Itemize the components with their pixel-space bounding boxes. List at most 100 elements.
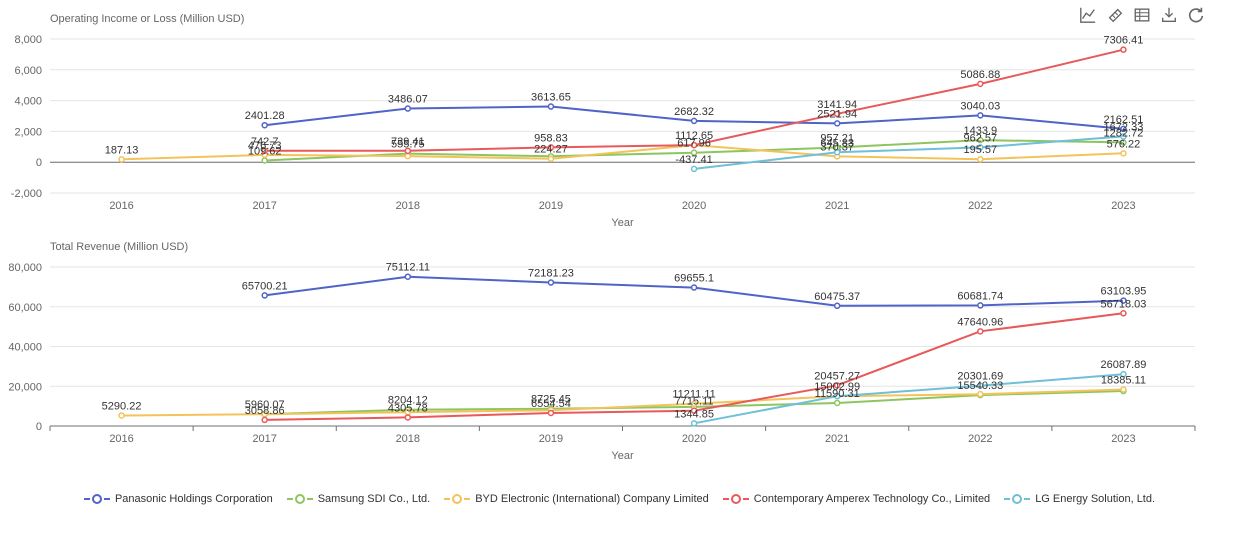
data-label: 15002.99	[814, 381, 860, 393]
data-point	[547, 409, 555, 417]
data-label: 3613.65	[531, 92, 571, 104]
legend-item[interactable]: BYD Electronic (International) Company L…	[444, 493, 709, 505]
legend-label: Contemporary Amperex Technology Co., Lim…	[753, 493, 991, 505]
legend-item[interactable]: Panasonic Holdings Corporation	[83, 493, 273, 505]
data-label: 65700.21	[242, 280, 288, 292]
x-tick-label: 2020	[682, 200, 706, 212]
data-label: 63103.95	[1100, 286, 1146, 298]
data-point	[547, 144, 555, 151]
data-point	[261, 121, 268, 129]
data-point	[977, 136, 984, 144]
data-point	[833, 110, 841, 118]
data-point	[1120, 310, 1127, 317]
x-tick-label: 2019	[539, 433, 563, 445]
chart-panel-2: Total Revenue (Million USD) 0 20,000 40,000…	[8, 241, 1196, 462]
data-label: 1112.65	[675, 130, 713, 142]
data-point	[118, 412, 125, 419]
data-label: 617.96	[677, 138, 711, 150]
data-label: 958.83	[534, 132, 568, 144]
data-view-icon[interactable]	[1106, 6, 1124, 24]
data-point	[977, 390, 984, 398]
data-label: 2162.51	[1104, 114, 1144, 126]
data-label: 18385.11	[1101, 374, 1146, 386]
x-tick-label: 2023	[1111, 200, 1135, 212]
data-label: 3486.07	[388, 94, 428, 106]
y-tick-label: 8,000	[14, 34, 42, 46]
y-tick-label: 20,000	[8, 381, 42, 393]
data-label: 224.27	[534, 144, 568, 156]
data-point	[261, 147, 268, 155]
y-tick-label: 4,000	[14, 96, 42, 108]
data-label: -437.41	[675, 154, 712, 166]
data-point	[977, 328, 984, 335]
chart-title: Operating Income or Loss (Million USD)	[50, 13, 244, 25]
x-tick-label: 2020	[682, 433, 706, 445]
data-point	[1120, 386, 1127, 393]
legend-item[interactable]: LG Energy Solution, Ltd.	[1004, 493, 1155, 505]
legend-label: Samsung SDI Co., Ltd.	[317, 493, 431, 505]
data-point	[547, 279, 555, 286]
data-label: 195.57	[963, 144, 997, 156]
y-tick-label: 2,000	[14, 126, 42, 138]
data-label: 26087.89	[1100, 359, 1146, 371]
x-tick-label: 2021	[825, 200, 849, 212]
data-label: 957.21	[820, 132, 854, 144]
data-point	[977, 302, 984, 309]
legend-item[interactable]: Samsung SDI Co., Ltd.	[286, 493, 431, 505]
legend-item[interactable]: Contemporary Amperex Technology Co., Lim…	[722, 493, 991, 505]
data-label: 8204.12	[388, 395, 428, 407]
chart-panel-1: Operating Income or Loss (Million USD) -2…	[11, 13, 1195, 229]
chart-title: Total Revenue (Million USD)	[50, 241, 188, 253]
data-point	[690, 284, 698, 291]
data-point	[690, 117, 698, 125]
x-tick-label: 2023	[1111, 433, 1135, 445]
data-label: 11211.11	[672, 389, 715, 401]
data-point	[1120, 370, 1127, 378]
data-label: 7715.11	[675, 396, 714, 408]
data-label: 47640.96	[957, 316, 1003, 328]
data-label: 109.62	[248, 146, 282, 158]
x-axis-label: Year	[611, 217, 634, 229]
x-tick-label: 2016	[109, 433, 133, 445]
table-icon[interactable]	[1133, 6, 1151, 24]
data-label: 60681.74	[957, 290, 1003, 302]
data-label: 3141.94	[817, 99, 857, 111]
x-tick-label: 2018	[396, 200, 420, 212]
data-point	[547, 155, 555, 162]
legend-label: BYD Electronic (International) Company L…	[475, 493, 709, 505]
data-label: 7306.41	[1104, 35, 1144, 47]
data-point	[690, 165, 698, 173]
data-point	[690, 141, 698, 149]
line-chart-icon[interactable]	[1079, 6, 1097, 24]
data-point	[690, 400, 698, 407]
data-point	[404, 414, 412, 421]
data-point	[833, 392, 841, 400]
data-label: 8725.45	[531, 394, 571, 406]
y-tick-label: 40,000	[8, 342, 42, 354]
x-tick-label: 2018	[396, 433, 420, 445]
data-point	[833, 399, 841, 407]
data-label: 56718.03	[1100, 298, 1146, 310]
x-tick-label: 2017	[252, 200, 276, 212]
data-label: 72181.23	[528, 268, 574, 280]
y-tick-label: 80,000	[8, 262, 42, 274]
legend-label: LG Energy Solution, Ltd.	[1035, 493, 1156, 505]
data-label: 1344.85	[674, 408, 714, 420]
refresh-icon[interactable]	[1187, 6, 1205, 24]
data-point	[833, 149, 841, 156]
data-point	[404, 147, 412, 155]
data-label: 60475.37	[814, 291, 860, 303]
download-icon[interactable]	[1160, 6, 1178, 24]
data-label: 20301.69	[957, 371, 1003, 383]
data-point	[1120, 297, 1127, 304]
data-point	[690, 149, 698, 156]
data-label: 370.37	[820, 141, 854, 153]
data-label: 20457.27	[814, 370, 860, 382]
series-line	[693, 135, 1124, 170]
data-label: 555.75	[391, 139, 425, 151]
data-label: 15540.33	[957, 380, 1003, 392]
data-label: 5290.22	[102, 400, 142, 412]
data-label: 4305.78	[388, 402, 428, 414]
series-line	[121, 144, 1124, 161]
